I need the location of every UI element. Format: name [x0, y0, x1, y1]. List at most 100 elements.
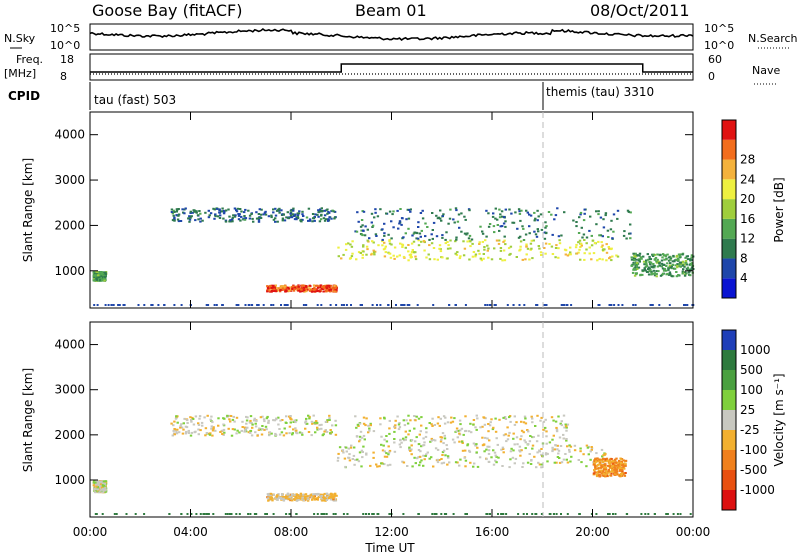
heatmap-cell — [376, 465, 379, 468]
heatmap-cell — [528, 232, 531, 235]
colorbar-tick-label: 28 — [740, 153, 755, 167]
heatmap-cell — [285, 513, 288, 515]
heatmap-cell — [298, 431, 302, 434]
heatmap-cell — [536, 228, 539, 231]
heatmap-cell — [211, 429, 215, 432]
heatmap-cell — [400, 217, 404, 220]
heatmap-cell — [371, 226, 374, 228]
power-heatmap — [92, 207, 695, 306]
heatmap-cell — [302, 304, 305, 306]
heatmap-cell — [488, 424, 492, 427]
heatmap-cell — [284, 289, 288, 292]
heatmap-cell — [267, 498, 270, 501]
heatmap-cell — [298, 494, 301, 497]
heatmap-cell — [449, 239, 452, 242]
heatmap-cell — [610, 472, 613, 475]
heatmap-cell — [189, 216, 192, 219]
heatmap-cell — [504, 433, 507, 436]
heatmap-cell — [233, 428, 236, 431]
heatmap-cell — [409, 449, 412, 452]
heatmap-cell — [257, 429, 261, 431]
heatmap-cell — [675, 255, 678, 258]
heatmap-cell — [406, 208, 409, 211]
heatmap-cell — [373, 251, 376, 254]
heatmap-cell — [613, 304, 616, 306]
heatmap-cell — [646, 270, 650, 273]
heatmap-cell — [638, 260, 641, 263]
heatmap-cell — [650, 265, 653, 268]
heatmap-cell — [353, 446, 356, 449]
heatmap-cell — [566, 254, 570, 257]
heatmap-cell — [400, 223, 403, 226]
heatmap-cell — [303, 290, 306, 293]
heatmap-cell — [251, 304, 254, 306]
heatmap-cell — [194, 219, 197, 222]
heatmap-cell — [412, 232, 416, 235]
colorbar-segment — [722, 238, 736, 259]
heatmap-cell — [360, 233, 363, 236]
heatmap-cell — [287, 497, 290, 500]
heatmap-cell — [612, 459, 615, 462]
heatmap-cell — [430, 456, 433, 459]
heatmap-cell — [366, 248, 369, 251]
heatmap-cell — [502, 216, 506, 218]
heatmap-cell — [235, 513, 238, 515]
heatmap-cell — [212, 513, 215, 515]
heatmap-cell — [301, 433, 304, 436]
heatmap-cell — [436, 422, 440, 425]
heatmap-cell — [409, 419, 412, 422]
heatmap-cell — [474, 426, 477, 429]
heatmap-cell — [540, 254, 543, 256]
heatmap-cell — [544, 453, 548, 456]
heatmap-cell — [610, 458, 613, 460]
heatmap-cell — [455, 209, 458, 212]
heatmap-cell — [350, 245, 354, 248]
heatmap-cell — [477, 249, 480, 252]
heatmap-cell — [690, 256, 693, 259]
heatmap-cell — [419, 461, 422, 464]
heatmap-cell — [526, 429, 529, 431]
heatmap-cell — [612, 230, 615, 233]
heatmap-cell — [118, 304, 121, 306]
heatmap-cell — [304, 427, 307, 430]
heatmap-cell — [463, 232, 467, 235]
heatmap-cell — [338, 446, 342, 449]
heatmap-cell — [587, 453, 590, 456]
heatmap-cell — [464, 218, 467, 221]
heatmap-cell — [269, 284, 272, 287]
heatmap-cell — [270, 432, 273, 435]
heatmap-cell — [464, 465, 467, 468]
heatmap-cell — [222, 212, 226, 215]
heatmap-cell — [563, 211, 566, 214]
heatmap-cell — [658, 304, 661, 306]
heatmap-cell — [651, 266, 654, 269]
heatmap-cell — [253, 417, 256, 420]
heatmap-cell — [96, 480, 99, 483]
heatmap-cell — [313, 421, 316, 424]
heatmap-cell — [324, 420, 328, 423]
heatmap-cell — [557, 452, 560, 455]
heatmap-cell — [689, 274, 692, 277]
heatmap-cell — [280, 498, 283, 500]
heatmap-cell — [286, 289, 289, 292]
heatmap-cell — [556, 456, 560, 458]
heatmap-cell — [374, 233, 378, 236]
heatmap-cell — [379, 208, 382, 211]
heatmap-cell — [286, 304, 289, 306]
x-tick-label: 00:00 — [676, 525, 711, 539]
heatmap-cell — [233, 207, 237, 210]
heatmap-cell — [230, 219, 233, 222]
heatmap-cell — [618, 467, 622, 469]
heatmap-cell — [498, 208, 501, 211]
heatmap-cell — [686, 258, 690, 261]
heatmap-cell — [266, 493, 270, 496]
heatmap-cell — [332, 513, 335, 515]
heatmap-cell — [435, 214, 438, 217]
heatmap-cell — [191, 416, 194, 419]
heatmap-cell — [511, 221, 514, 224]
heatmap-cell — [115, 513, 118, 515]
heatmap-cell — [525, 253, 528, 256]
heatmap-cell — [399, 446, 402, 449]
heatmap-cell — [503, 259, 507, 262]
